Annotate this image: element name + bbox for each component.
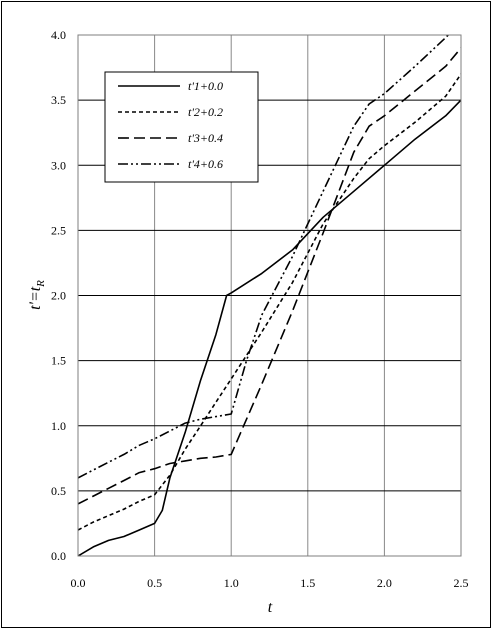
y-axis-title-subscript: R <box>35 280 47 288</box>
legend-box <box>104 71 259 183</box>
series-line-1 <box>78 99 461 556</box>
y-tick-label: 0.0 <box>51 549 66 563</box>
plot-area-border <box>77 34 462 557</box>
legend: t'1+0.0 t'2+0.2 t'3+0.4 t'4+0.6 <box>104 71 259 183</box>
x-axis-title: t <box>268 599 273 616</box>
x-tick-label: 0.0 <box>71 576 86 590</box>
series-line-3 <box>78 47 461 505</box>
y-tick-label: 2.0 <box>51 289 66 303</box>
y-tick-label: 1.5 <box>51 354 66 368</box>
x-tick-label: 0.5 <box>147 576 162 590</box>
x-tick-label: 2.5 <box>454 576 469 590</box>
y-tick-label: 3.0 <box>51 158 66 172</box>
legend-label-1: t'1+0.0 <box>188 79 223 93</box>
x-tick-label: 2.0 <box>377 576 392 590</box>
y-tick-label: 3.5 <box>51 93 66 107</box>
y-tick-label: 0.5 <box>51 484 66 498</box>
y-tick-label: 4.0 <box>51 28 66 42</box>
x-tick-label: 1.5 <box>300 576 315 590</box>
y-axis-ticks: 0.0 0.5 1.0 1.5 2.0 2.5 3.0 3.5 4.0 <box>51 28 66 563</box>
legend-label-3: t'3+0.4 <box>188 131 223 145</box>
x-axis-ticks: 0.0 0.5 1.0 1.5 2.0 2.5 <box>71 576 469 590</box>
series-line-4 <box>78 35 450 479</box>
legend-label-4: t'4+0.6 <box>188 157 223 171</box>
x-tick-label: 1.0 <box>224 576 239 590</box>
y-axis-title-main: t'=t <box>27 286 44 310</box>
series-lines <box>78 35 461 556</box>
y-tick-label: 2.5 <box>51 223 66 237</box>
legend-label-2: t'2+0.2 <box>188 105 223 119</box>
series-line-2 <box>78 73 461 531</box>
y-axis-title: t'=tR <box>27 280 47 310</box>
y-tick-label: 1.0 <box>51 419 66 433</box>
